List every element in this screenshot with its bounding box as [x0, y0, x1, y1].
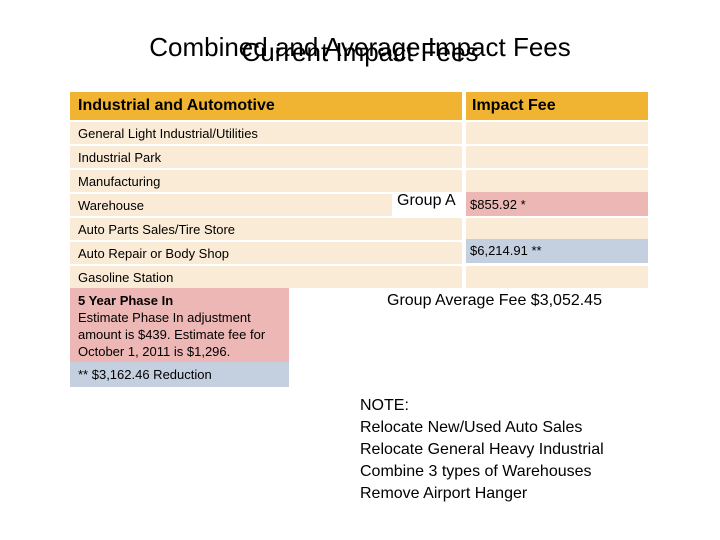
table-header-fee: Impact Fee	[466, 92, 648, 120]
table-row-fee	[466, 170, 648, 192]
table-row-category: Industrial Park	[70, 146, 462, 168]
table-row-fee	[466, 218, 648, 240]
slide-subtitle-overlay: Current Impact Fees	[241, 37, 479, 67]
note-line: Relocate General Heavy Industrial	[360, 441, 604, 458]
table-row-fee	[466, 266, 648, 288]
table-row-fee	[466, 122, 648, 144]
note-line: Relocate New/Used Auto Sales	[360, 419, 583, 436]
phase-in-title: 5 Year Phase In	[78, 293, 174, 308]
table-row-category: Auto Repair or Body Shop	[70, 242, 462, 264]
table-row-category: General Light Industrial/Utilities	[70, 122, 462, 144]
table-header-category: Industrial and Automotive	[70, 92, 462, 120]
phase-in-line: amount is $439. Estimate fee for	[78, 327, 266, 342]
group-a-fee-value: $855.92 *	[466, 192, 648, 216]
slide-title: Combined and Average Impact Fees	[149, 32, 571, 62]
reduction-note: ** $3,162.46 Reduction	[70, 362, 289, 387]
table-row-category: Warehouse	[70, 194, 392, 216]
group-average-label: Group Average Fee $3,052.45	[387, 292, 602, 309]
table-row-category: Gasoline Station	[70, 266, 462, 288]
note-heading: NOTE:	[360, 397, 409, 414]
phase-in-line: Estimate Phase In adjustment	[78, 310, 251, 325]
group-a-label: Group A	[397, 192, 456, 209]
note-block: NOTE: Relocate New/Used Auto Sales Reloc…	[360, 395, 604, 505]
table-row-category: Auto Parts Sales/Tire Store	[70, 218, 462, 240]
group-b-fee-value: $6,214.91 **	[466, 239, 648, 263]
phase-in-line: October 1, 2011 is $1,296.	[78, 344, 231, 359]
table-row-fee	[466, 146, 648, 168]
note-line: Remove Airport Hanger	[360, 485, 528, 502]
phase-in-note: 5 Year Phase In Estimate Phase In adjust…	[70, 288, 289, 362]
note-line: Combine 3 types of Warehouses	[360, 463, 592, 480]
table-row-category: Manufacturing	[70, 170, 462, 192]
